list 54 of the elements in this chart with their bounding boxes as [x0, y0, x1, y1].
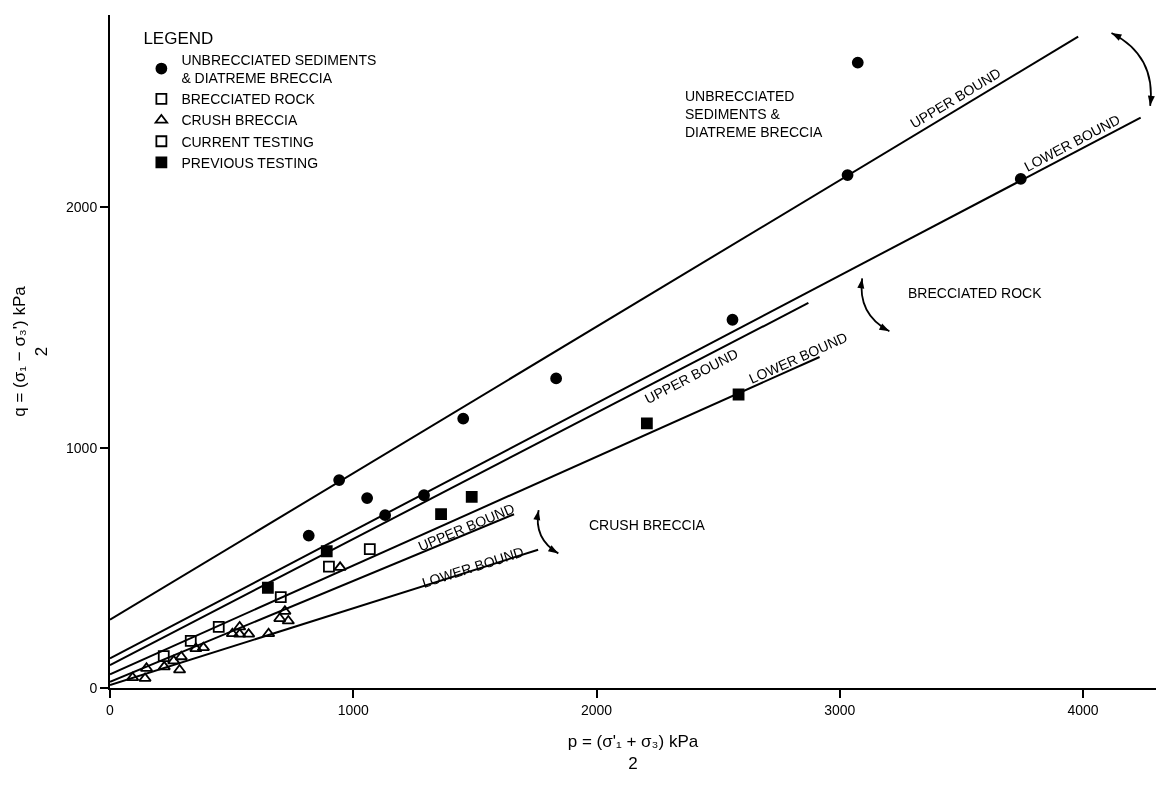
point — [435, 508, 447, 521]
point — [726, 313, 739, 326]
y-tick-label: 2000 — [66, 199, 98, 216]
x-axis-title: p = (σ'₁ + σ₃) kPa 2 — [567, 731, 699, 773]
annotation: UNBRECCIATED SEDIMENTS & DIATREME BRECCIA — [685, 88, 824, 141]
point — [457, 412, 470, 425]
point — [363, 543, 376, 555]
annotation: CRUSH BRECCIA — [589, 517, 706, 533]
point — [157, 650, 170, 662]
point — [189, 642, 203, 652]
point — [1014, 173, 1027, 185]
point — [333, 561, 347, 571]
point — [174, 650, 188, 661]
y-tick-label: 0 — [89, 679, 98, 696]
legend-label: CURRENT TESTING — [181, 133, 314, 150]
point — [418, 489, 430, 502]
point — [157, 660, 171, 671]
legend-label: CRUSH BRECCIA — [181, 112, 298, 129]
point — [274, 591, 287, 604]
point — [361, 492, 374, 505]
point — [212, 621, 225, 633]
point — [302, 529, 315, 542]
y-axis-title: q = (σ₁ − σ₃') kPa 2 — [9, 285, 52, 417]
point — [640, 417, 653, 430]
point — [320, 545, 333, 558]
point — [333, 474, 346, 486]
point — [273, 612, 287, 622]
legend-label: PREVIOUS TESTING — [181, 154, 319, 171]
legend-title: LEGEND — [143, 28, 214, 48]
point — [167, 654, 181, 665]
point — [465, 491, 478, 503]
point — [184, 634, 197, 647]
x-tick-label: 2000 — [580, 701, 613, 718]
point — [841, 169, 854, 181]
point — [851, 56, 864, 69]
y-tick-label: 1000 — [66, 439, 98, 456]
point — [138, 672, 152, 682]
x-tick-label: 1000 — [337, 701, 370, 718]
point — [550, 372, 563, 385]
point — [323, 560, 335, 573]
point — [261, 581, 274, 594]
point — [281, 615, 295, 625]
legend-label: UNBRECCIATED SEDIMENTS & DIATREME BRECCIA — [181, 51, 377, 87]
point — [278, 605, 292, 615]
x-tick-label: 0 — [106, 701, 115, 718]
point — [379, 509, 392, 522]
legend-label: BRECCIATED ROCK — [181, 91, 316, 108]
point — [225, 627, 240, 638]
point — [196, 641, 211, 652]
x-tick-label: 3000 — [824, 701, 856, 718]
annotation: BRECCIATED ROCK — [908, 285, 1043, 301]
point — [261, 627, 276, 638]
x-tick-label: 4000 — [1067, 701, 1099, 718]
point — [125, 671, 140, 682]
